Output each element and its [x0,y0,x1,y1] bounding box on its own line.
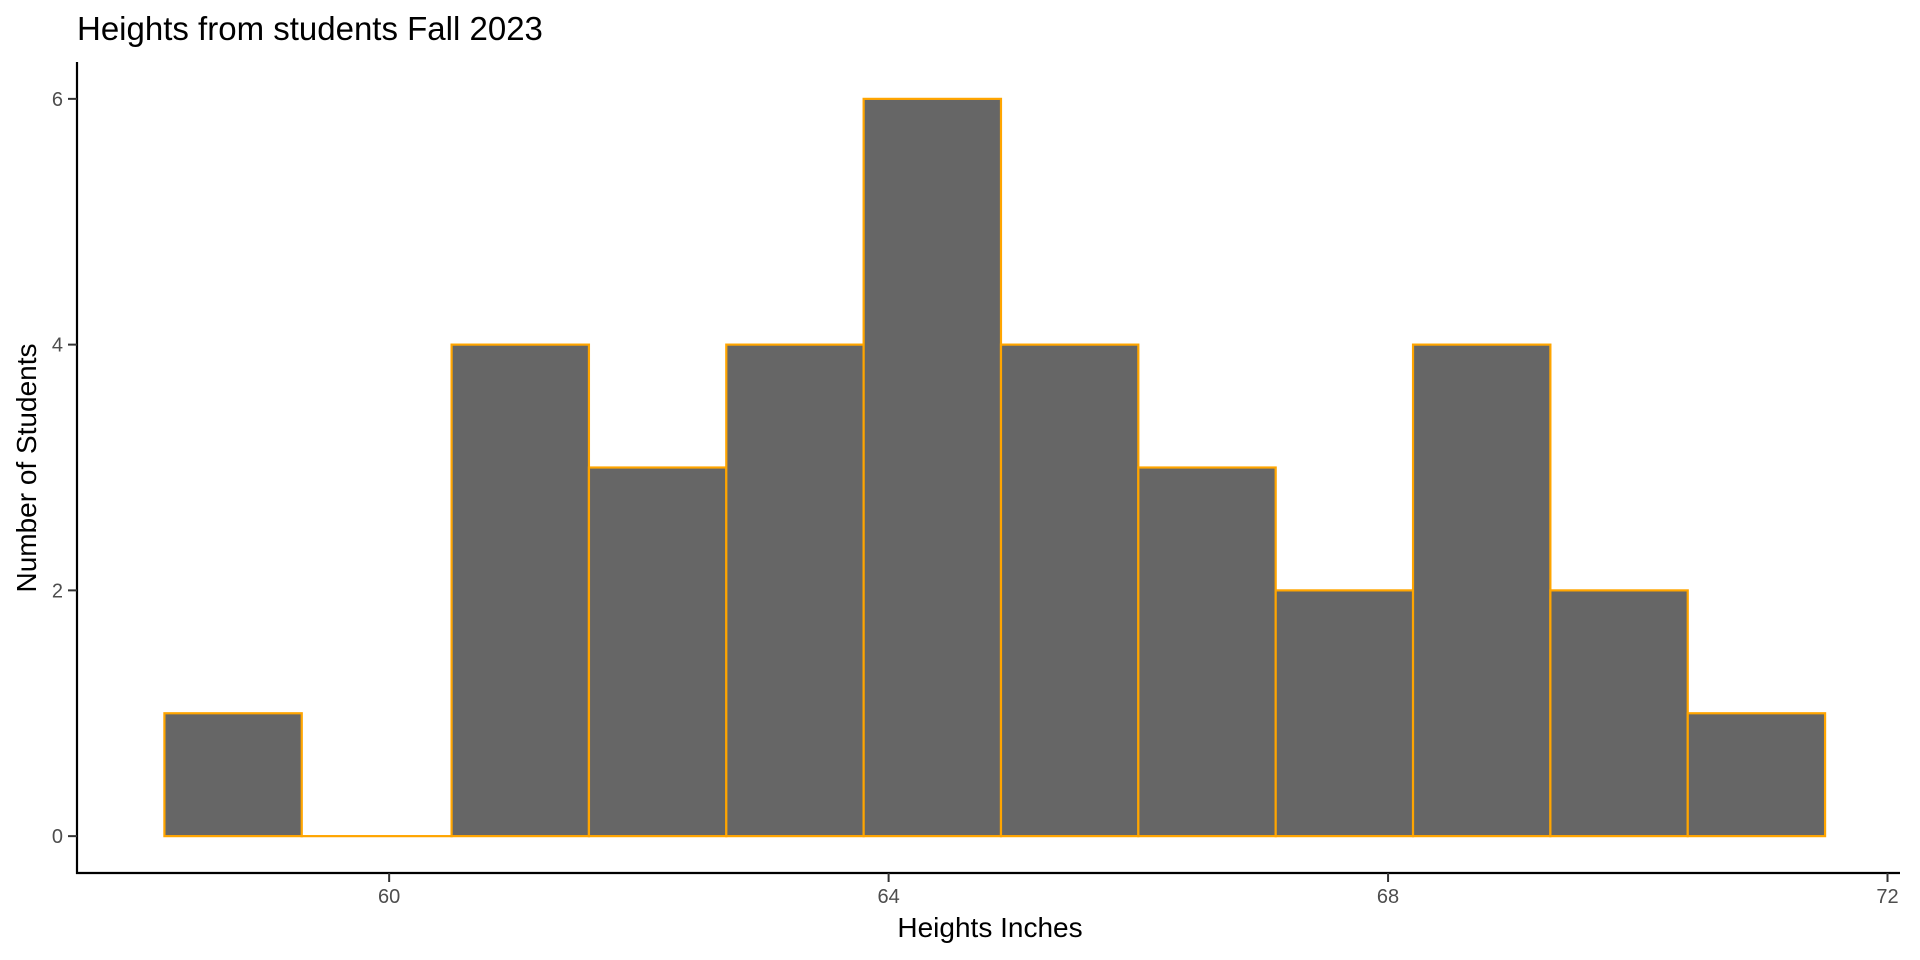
y-tick-label: 2 [52,580,63,602]
histogram-bar-2 [450,343,591,838]
x-tick-label: 72 [1876,886,1898,908]
x-axis-label: Heights Inches [897,912,1082,943]
histogram-bar-7 [1137,466,1277,838]
y-ticks-group: 0 2 4 6 [52,89,77,848]
bars-group [163,97,1827,838]
histogram-bar-9 [1411,343,1552,838]
histogram-bar-8 [1274,589,1415,838]
chart-title: Heights from students Fall 2023 [77,10,543,47]
x-tick-label: 60 [378,886,400,908]
y-axis-label: Number of Students [11,343,42,592]
histogram-bar-0 [163,712,303,838]
histogram-bar-10 [1549,589,1689,838]
x-tick-label: 68 [1377,886,1399,908]
histogram-bar-5 [862,97,1003,838]
histogram-bar-4 [725,343,865,838]
histogram-bar-6 [999,343,1140,838]
histogram-bar-11 [1686,712,1827,838]
y-tick-label: 6 [52,89,63,111]
histogram-bar-3 [587,466,728,838]
x-tick-label: 64 [877,886,899,908]
y-tick-label: 4 [52,335,63,357]
y-tick-label: 0 [52,826,63,848]
x-ticks-group: 60 64 68 72 [378,873,1899,908]
